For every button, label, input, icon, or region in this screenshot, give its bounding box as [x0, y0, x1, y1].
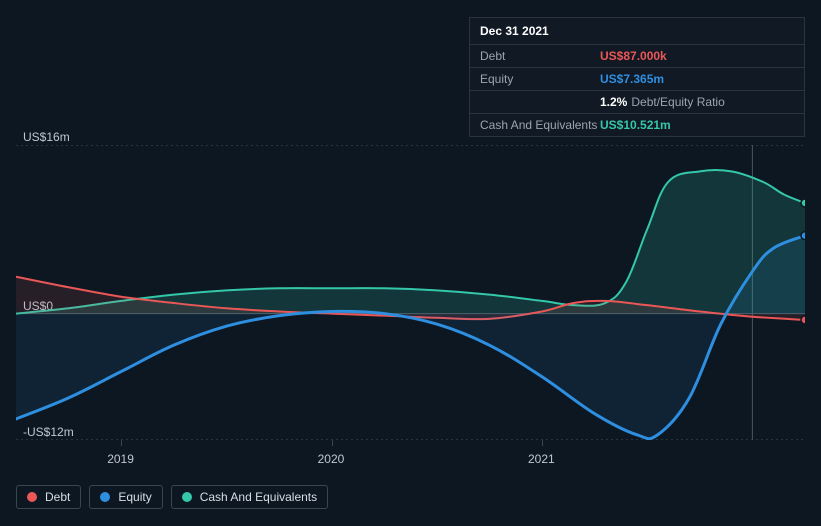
legend-label: Debt [45, 490, 70, 504]
cash-area [16, 170, 805, 314]
tooltip-row-label [480, 95, 600, 109]
tooltip-row: DebtUS$87.000k [470, 44, 804, 67]
x-axis-label: 2020 [318, 452, 345, 466]
tooltip-row-value: US$87.000k [600, 49, 667, 63]
tooltip-date: Dec 31 2021 [470, 18, 804, 44]
legend-item-equity[interactable]: Equity [89, 485, 162, 509]
financial-chart [16, 145, 805, 440]
legend-label: Cash And Equivalents [200, 490, 317, 504]
tooltip-row: EquityUS$7.365m [470, 67, 804, 90]
tooltip-row-label: Equity [480, 72, 600, 86]
legend-dot-icon [100, 492, 110, 502]
legend: Debt Equity Cash And Equivalents [16, 485, 328, 509]
legend-label: Equity [118, 490, 151, 504]
tooltip-row-label: Debt [480, 49, 600, 63]
tooltip-row-label: Cash And Equivalents [480, 118, 600, 132]
legend-dot-icon [27, 492, 37, 502]
tooltip-box: Dec 31 2021 DebtUS$87.000kEquityUS$7.365… [469, 17, 805, 137]
x-axis-tick [121, 440, 122, 446]
tooltip-note: Debt/Equity Ratio [631, 95, 724, 109]
x-axis-label: 2021 [528, 452, 555, 466]
cash-end-marker [801, 199, 805, 207]
x-axis-label: 2019 [107, 452, 134, 466]
chart-container: Dec 31 2021 DebtUS$87.000kEquityUS$7.365… [0, 0, 821, 526]
equity-end-marker [801, 232, 805, 240]
tooltip-row-value: US$10.521m [600, 118, 671, 132]
x-axis-tick [542, 440, 543, 446]
y-axis-label: US$16m [23, 130, 70, 144]
tooltip-row: Cash And EquivalentsUS$10.521m [470, 113, 804, 136]
legend-item-cash[interactable]: Cash And Equivalents [171, 485, 328, 509]
legend-dot-icon [182, 492, 192, 502]
tooltip-row: 1.2%Debt/Equity Ratio [470, 90, 804, 113]
tooltip-row-value: US$7.365m [600, 72, 664, 86]
legend-item-debt[interactable]: Debt [16, 485, 81, 509]
debt-end-marker [801, 316, 805, 324]
tooltip-row-value: 1.2%Debt/Equity Ratio [600, 95, 725, 109]
x-axis-tick [332, 440, 333, 446]
